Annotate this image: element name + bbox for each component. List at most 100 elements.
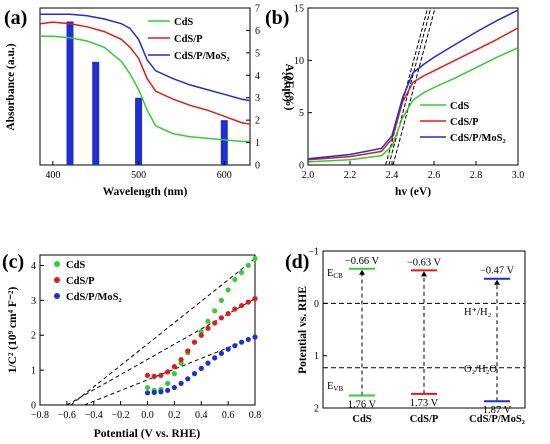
c-xtick-label: −0.8 bbox=[31, 410, 49, 421]
c-xtick-label: 0.0 bbox=[141, 410, 154, 421]
c-data-point bbox=[178, 357, 184, 363]
c-xtick-label: 0.6 bbox=[222, 410, 235, 421]
a-xtick-label: 400 bbox=[45, 170, 60, 181]
a-xlabel: Wavelength (nm) bbox=[103, 186, 188, 198]
b-legend-cdsp: CdS/P bbox=[450, 117, 479, 128]
d-ytick-label: 2 bbox=[314, 404, 319, 415]
c-ytick-label: 1 bbox=[31, 366, 36, 377]
c-data-point bbox=[165, 380, 171, 386]
c-xtick-label: 0.4 bbox=[195, 410, 208, 421]
c-data-point bbox=[232, 343, 238, 349]
c-data-point bbox=[252, 255, 258, 262]
b-series-line bbox=[307, 47, 519, 163]
c-data-point bbox=[225, 311, 231, 317]
c-data-point bbox=[245, 299, 251, 305]
a-series-line bbox=[39, 21, 251, 125]
c-legend-cdsp: CdS/P bbox=[66, 276, 95, 287]
c-data-point bbox=[245, 336, 251, 343]
c-data-point bbox=[158, 389, 164, 395]
c-data-point bbox=[144, 384, 151, 391]
d-ylabel: Potential vs. RHE bbox=[297, 286, 309, 374]
c-xtick-label: 0.8 bbox=[249, 410, 262, 421]
c-data-point bbox=[225, 287, 231, 293]
d-arrowhead bbox=[494, 279, 500, 285]
c-data-point bbox=[151, 373, 157, 379]
d-cb-value: −0.66 V bbox=[345, 256, 380, 267]
d-vb-value: 1.73 V bbox=[410, 398, 439, 409]
b-fit-line bbox=[392, 7, 436, 166]
c-xtick-label: −0.4 bbox=[85, 410, 103, 421]
c-data-point bbox=[151, 389, 157, 396]
c-data-point bbox=[171, 364, 177, 370]
b-xlabel: hv (eV) bbox=[395, 186, 431, 198]
c-data-point bbox=[205, 318, 211, 324]
c-data-point bbox=[198, 332, 204, 338]
d-ytick-label: 0 bbox=[314, 299, 319, 310]
d-sample-name: CdS/P bbox=[410, 414, 439, 425]
b-xtick-label: 2.0 bbox=[302, 170, 315, 181]
a-aqe-bar bbox=[92, 61, 100, 166]
a-aqe-bar bbox=[220, 120, 228, 165]
c-legend-cdspmos2: CdS/P/MoS₂ bbox=[66, 292, 122, 303]
c-data-point bbox=[185, 348, 191, 354]
panel-a-frame bbox=[39, 7, 251, 166]
a-aqe-bar bbox=[66, 21, 74, 166]
c-legend-marker-cds bbox=[54, 261, 60, 267]
d-sample-name: CdS bbox=[352, 414, 371, 425]
b-ytick-label: 10 bbox=[294, 56, 304, 67]
b-fit-line bbox=[388, 7, 432, 166]
c-data-point bbox=[212, 355, 218, 361]
b-ytick-label: 5 bbox=[299, 108, 304, 119]
d-arrowhead bbox=[421, 271, 427, 277]
a-legend: CdS CdS/P CdS/P/MoS₂ bbox=[148, 17, 230, 62]
c-data-point bbox=[212, 320, 218, 326]
a-legend-cdsp: CdS/P bbox=[174, 34, 203, 45]
a-y2tick-label: 7 bbox=[255, 4, 260, 15]
c-data-point bbox=[165, 369, 171, 375]
b-ytick-label: 15 bbox=[294, 4, 304, 15]
a-aqe-bar bbox=[135, 97, 143, 165]
a-y2tick-label: 2 bbox=[255, 116, 260, 127]
c-ytick-label: 4 bbox=[31, 261, 36, 272]
a-y2tick-label: 6 bbox=[255, 26, 260, 37]
d-ref-o2: O₂/H₂O bbox=[464, 364, 497, 375]
a-ylabel: Absorbance (a.u.) bbox=[5, 43, 17, 130]
b-legend: CdS CdS/P CdS/P/MoS₂ bbox=[420, 101, 506, 144]
panel-label-c: (c) bbox=[2, 251, 24, 273]
a-y2tick-label: 3 bbox=[255, 93, 260, 104]
b-xtick-label: 3.0 bbox=[512, 170, 525, 181]
c-data-point bbox=[205, 360, 211, 366]
c-fit-line bbox=[66, 298, 256, 406]
c-data-point bbox=[171, 371, 177, 377]
c-ytick-label: 3 bbox=[31, 296, 36, 307]
c-data-point bbox=[144, 372, 151, 378]
c-data-point bbox=[238, 339, 245, 345]
c-data-point bbox=[212, 308, 218, 314]
c-xtick-label: −0.2 bbox=[112, 410, 130, 421]
b-xtick-label: 2.4 bbox=[386, 170, 399, 181]
c-data-point bbox=[245, 262, 251, 269]
c-ytick-label: 0 bbox=[31, 401, 36, 412]
c-data-point bbox=[218, 297, 225, 303]
c-data-point bbox=[205, 325, 211, 331]
a-series-line bbox=[40, 13, 251, 102]
c-ylabel: 1/C² (10⁹ cm⁴ F⁻²) bbox=[7, 287, 19, 374]
panel-b-frame bbox=[307, 7, 519, 166]
d-ecb-label: ECB bbox=[327, 268, 343, 280]
a-xtick-label: 500 bbox=[131, 170, 146, 181]
c-legend-marker-cdsp bbox=[54, 277, 60, 283]
a-legend-cds: CdS bbox=[174, 17, 193, 28]
c-legend: CdS CdS/P CdS/P/MoS₂ bbox=[54, 260, 122, 303]
c-data-point bbox=[191, 371, 198, 377]
c-data-point bbox=[232, 276, 238, 283]
c-data-point bbox=[252, 334, 258, 340]
c-data-point bbox=[178, 380, 184, 386]
panel-label-a: (a) bbox=[4, 7, 27, 29]
d-sample-name: CdS/P/MoS₂ bbox=[469, 414, 525, 425]
a-y2tick-label: 0 bbox=[255, 161, 260, 172]
c-data-point bbox=[185, 376, 191, 382]
c-legend-cds: CdS bbox=[66, 260, 85, 271]
b-ylabel: (αhv)² bbox=[281, 72, 293, 102]
